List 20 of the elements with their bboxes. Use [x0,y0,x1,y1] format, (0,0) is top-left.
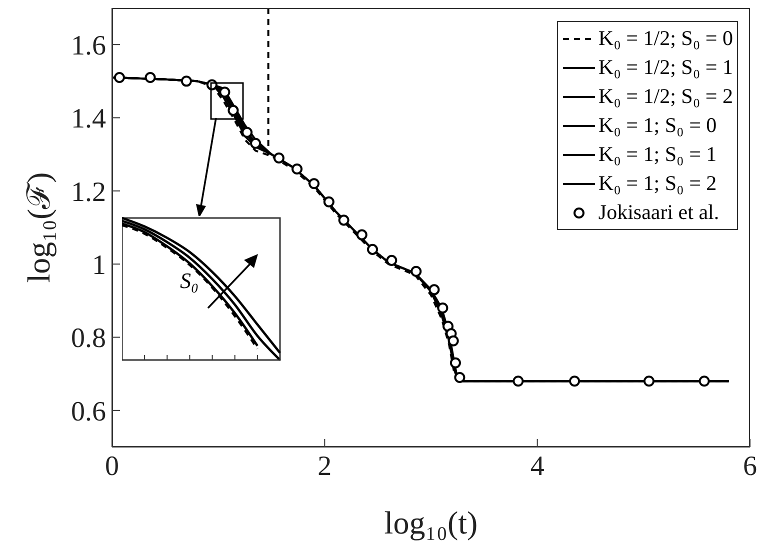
legend-label: K₀ = 1/2; S₀ = 0 [598,25,733,52]
y-tick-label: 1.2 [71,176,106,208]
legend-label: K₀ = 1; S₀ = 0 [598,112,717,139]
y-tick-label: 1 [92,250,106,282]
legend-label: K₀ = 1/2; S₀ = 1 [598,54,733,81]
legend-label: K₀ = 1; S₀ = 1 [598,141,717,168]
x-tick-label: 4 [530,450,544,482]
legend-label: K₀ = 1/2; S₀ = 2 [598,83,733,110]
legend-label: Jokisaari et al. [598,199,720,226]
y-tick-label: 1.6 [71,30,106,62]
x-axis-title: log₁₀(t) [384,504,478,541]
y-tick-label: 1.4 [71,104,106,135]
x-tick-label: 2 [318,450,332,482]
x-tick-label: 0 [105,450,119,482]
y-tick-label: 0.8 [71,323,106,354]
y-axis-title: log₁₀(ℱ) [20,172,56,283]
y-tick-label: 0.6 [71,396,106,428]
annotation: S₀ [180,268,199,294]
x-tick-label: 6 [743,450,757,482]
legend-label: K₀ = 1; S₀ = 2 [598,170,717,197]
